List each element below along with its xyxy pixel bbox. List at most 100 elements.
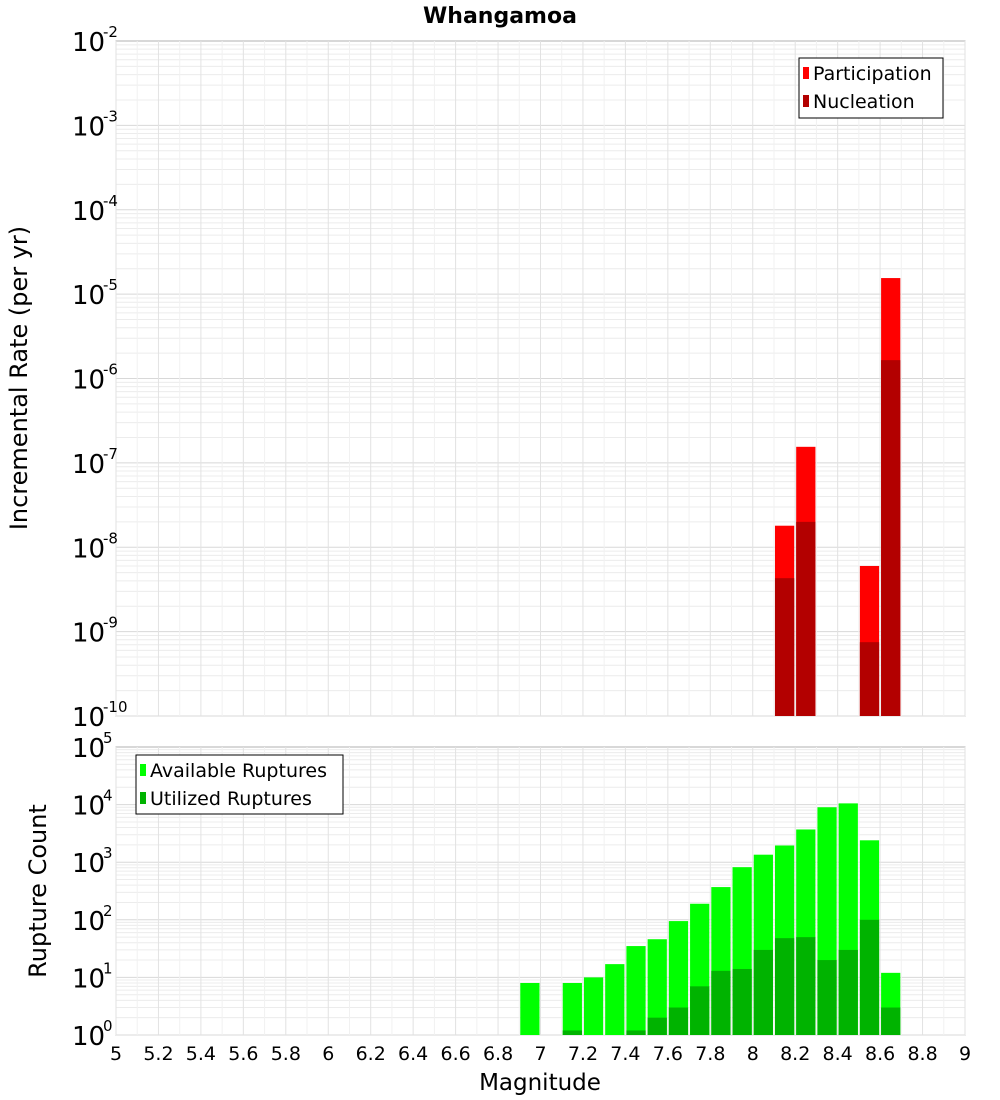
top-y-tick-base: 10 [72, 450, 105, 480]
x-tick-label: 8 [747, 1043, 759, 1065]
top-y-tick-base: 10 [72, 197, 105, 227]
bottom-bar-available-ruptures [562, 982, 582, 1035]
bottom-bar-available-ruptures [668, 921, 689, 1035]
bottom-y-tick-exponent: 2 [103, 902, 113, 920]
bottom-bar-available-ruptures [605, 964, 625, 1035]
top-y-tick-exponent: -4 [103, 192, 118, 210]
top-y-tick-exponent: -9 [103, 614, 118, 632]
top-bar-nucleation [774, 578, 795, 716]
top-legend-box [798, 57, 944, 119]
x-axis-label: Magnitude [479, 1070, 601, 1096]
legend-label-available: Available Ruptures [150, 760, 327, 782]
legend-swatch-participation [803, 67, 809, 79]
bottom-bar-available-ruptures [583, 977, 604, 1035]
bottom-y-tick-base: 10 [72, 849, 105, 879]
top-y-tick-base: 10 [72, 28, 105, 58]
bottom-legend: Available Ruptures Utilized Ruptures [135, 754, 344, 815]
x-tick-label: 8.6 [865, 1043, 895, 1065]
bottom-bar-available-ruptures [647, 939, 667, 1035]
x-tick-label: 6.8 [483, 1043, 513, 1065]
x-tick-label: 7.6 [653, 1043, 683, 1065]
top-y-tick-base: 10 [72, 703, 105, 733]
chart-title: Whangamoa [423, 4, 577, 29]
bottom-y-tick-base: 10 [72, 1022, 105, 1052]
top-y-tick-base: 10 [72, 366, 105, 396]
top-legend: Participation Nucleation [798, 57, 944, 119]
x-tick-label: 7.4 [610, 1043, 640, 1065]
bottom-bar-utilized-ruptures [881, 1007, 901, 1035]
bottom-bar-utilized-ruptures [859, 919, 880, 1035]
x-tick-label: 5 [110, 1043, 122, 1065]
bottom-y-tick-exponent: 4 [103, 787, 113, 805]
bottom-legend-box [135, 754, 344, 815]
x-tick-label: 5.8 [271, 1043, 301, 1065]
bottom-bar-utilized-ruptures [562, 1030, 582, 1035]
legend-swatch-nucleation [803, 95, 809, 107]
bottom-bars [520, 803, 901, 1035]
legend-swatch-available [140, 764, 146, 776]
top-gridlines [115, 41, 966, 717]
bottom-bar-utilized-ruptures [796, 937, 816, 1035]
bottom-y-tick-base: 10 [72, 964, 105, 994]
top-y-tick-base: 10 [72, 281, 105, 311]
bottom-y-tick-exponent: 0 [103, 1017, 113, 1035]
x-tick-label: 6.4 [398, 1043, 428, 1065]
legend-label-nucleation: Nucleation [813, 91, 915, 113]
x-tick-label: 7.2 [568, 1043, 598, 1065]
bottom-bar-utilized-ruptures [753, 949, 773, 1035]
x-tick-label: 7 [534, 1043, 546, 1065]
legend-label-utilized: Utilized Ruptures [150, 788, 312, 810]
bottom-bar-utilized-ruptures [732, 968, 752, 1035]
top-bar-nucleation [859, 642, 880, 716]
top-bar-nucleation [881, 360, 901, 716]
top-y-tick-base: 10 [72, 534, 105, 564]
bottom-y-tick-base: 10 [72, 734, 105, 764]
top-y-tick-base: 10 [72, 112, 105, 142]
x-tick-labels: 5 5.2 5.4 5.6 5.8 6 6.2 6.4 6.6 6.8 7 7.2 7.4 7.6 7.8 8… [110, 1043, 971, 1065]
bottom-bar-utilized-ruptures [668, 1007, 689, 1035]
bottom-y-tick-base: 10 [72, 792, 105, 822]
top-bars [774, 278, 901, 716]
top-y-tick-base: 10 [72, 619, 105, 649]
top-y-tick-exponent: -3 [103, 107, 118, 125]
x-tick-label: 8.2 [780, 1043, 810, 1065]
x-tick-label: 7.8 [695, 1043, 725, 1065]
bottom-bar-utilized-ruptures [626, 1030, 646, 1035]
x-tick-label: 6 [322, 1043, 334, 1065]
top-y-tick-exponent: -6 [103, 361, 118, 379]
x-tick-label: 5.2 [143, 1043, 173, 1065]
x-tick-label: 6.6 [440, 1043, 470, 1065]
x-tick-label: 8.8 [907, 1043, 937, 1065]
top-y-tick-exponent: -10 [103, 698, 128, 716]
legend-label-participation: Participation [813, 63, 932, 85]
bottom-y-tick-base: 10 [72, 907, 105, 937]
top-y-axis-label: Incremental Rate (per yr) [5, 226, 33, 530]
bottom-y-tick-exponent: 5 [103, 729, 113, 747]
x-tick-label: 5.4 [186, 1043, 216, 1065]
bottom-bar-available-ruptures [520, 982, 540, 1035]
bottom-bar-utilized-ruptures [838, 949, 858, 1035]
bottom-y-tick-exponent: 3 [103, 844, 113, 862]
bottom-bar-utilized-ruptures [690, 986, 710, 1035]
bottom-bar-utilized-ruptures [647, 1017, 667, 1035]
top-y-tick-exponent: -2 [103, 23, 118, 41]
top-y-tick-exponent: -5 [103, 276, 118, 294]
x-tick-label: 9 [959, 1043, 971, 1065]
bottom-y-tick-exponent: 1 [103, 959, 113, 977]
bottom-bar-available-ruptures [626, 946, 646, 1035]
bottom-bar-utilized-ruptures [817, 960, 837, 1035]
x-tick-label: 6.2 [356, 1043, 386, 1065]
x-tick-label: 8.4 [823, 1043, 853, 1065]
legend-swatch-utilized [140, 792, 146, 804]
bottom-y-axis-label: Rupture Count [24, 804, 52, 978]
top-bar-nucleation [796, 521, 816, 716]
x-tick-label: 5.6 [228, 1043, 258, 1065]
bottom-bar-utilized-ruptures [711, 970, 731, 1035]
bottom-bar-utilized-ruptures [774, 938, 795, 1035]
top-y-tick-exponent: -7 [103, 445, 118, 463]
